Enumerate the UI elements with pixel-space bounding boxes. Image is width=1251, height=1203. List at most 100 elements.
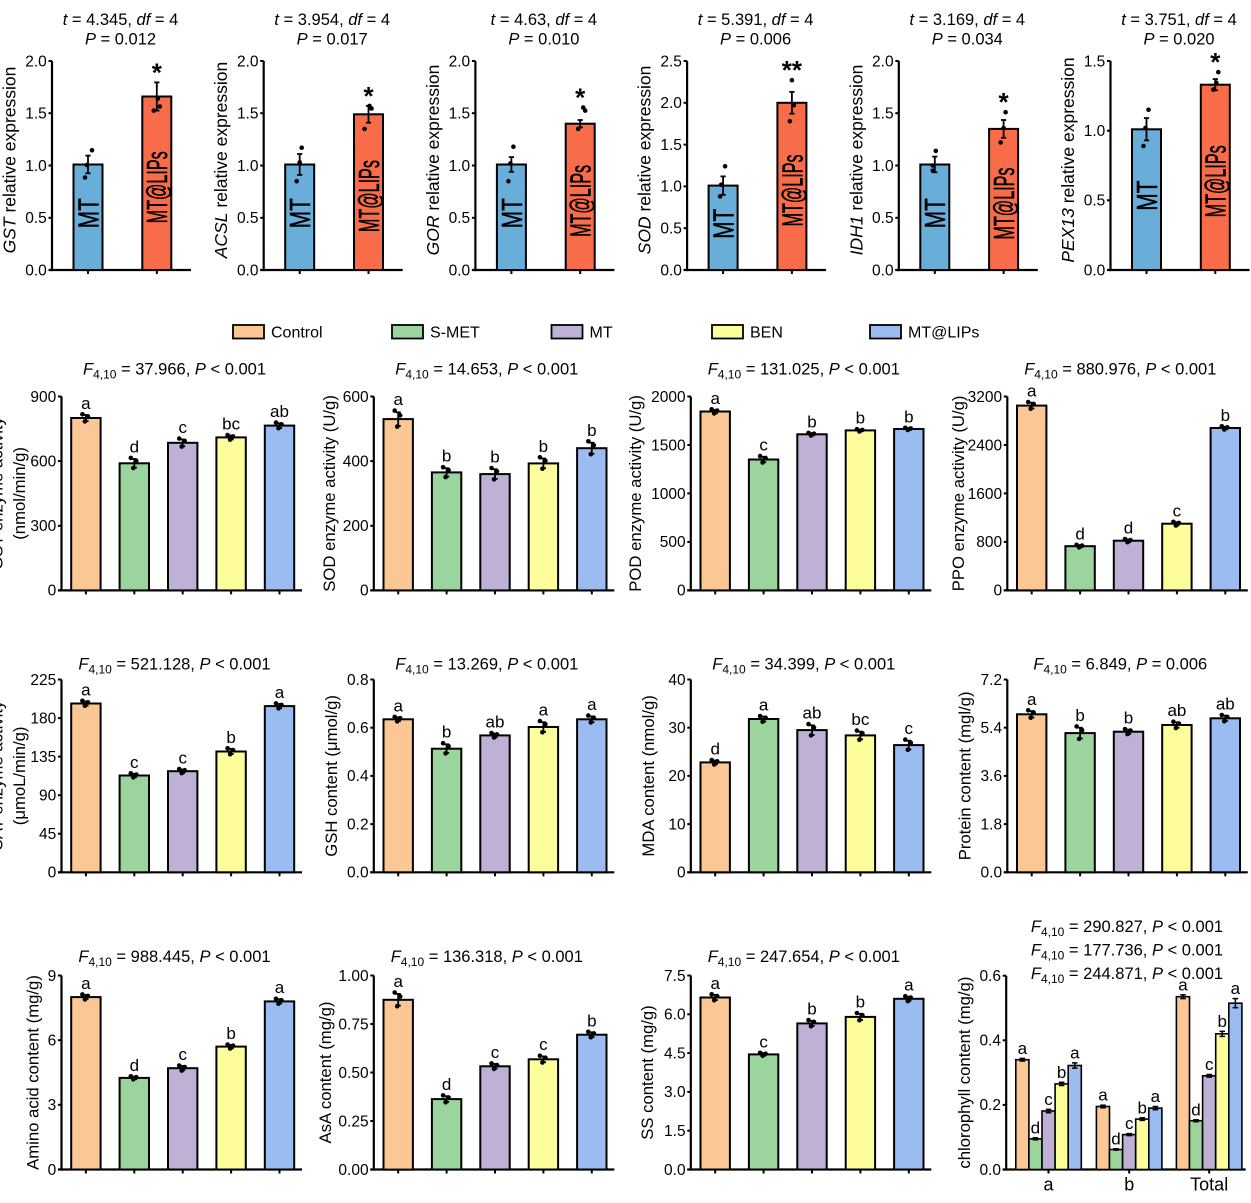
svg-text:3.6: 3.6 — [981, 768, 1003, 785]
svg-text:a: a — [1231, 979, 1241, 998]
svg-text:ab: ab — [1167, 701, 1186, 720]
svg-text:Total: Total — [1190, 1175, 1228, 1195]
svg-text:a: a — [393, 390, 403, 409]
svg-text:Amino acid content (mg/g): Amino acid content (mg/g) — [23, 975, 42, 1170]
svg-text:d: d — [130, 1056, 139, 1075]
svg-text:225: 225 — [30, 672, 56, 689]
svg-text:0: 0 — [993, 583, 1002, 600]
svg-text:400: 400 — [343, 453, 369, 470]
svg-text:*: * — [575, 83, 586, 113]
svg-text:ACSL relative expression: ACSL relative expression — [211, 62, 231, 260]
svg-text:MT@LIPs: MT@LIPs — [1201, 145, 1233, 217]
svg-text:t = 3.169, df = 4: t = 3.169, df = 4 — [909, 11, 1025, 29]
svg-text:0.8: 0.8 — [347, 672, 369, 689]
svg-text:F4,10 = 988.445, P < 0.001: F4,10 = 988.445, P < 0.001 — [78, 948, 270, 969]
svg-text:d: d — [710, 740, 719, 759]
svg-text:GSH content (μmol/g): GSH content (μmol/g) — [322, 695, 341, 857]
svg-text:t = 5.391, df = 4: t = 5.391, df = 4 — [698, 11, 814, 29]
svg-text:0.0: 0.0 — [1084, 262, 1106, 279]
svg-text:a: a — [710, 974, 720, 993]
svg-text:2.0: 2.0 — [660, 95, 682, 112]
svg-text:0.0: 0.0 — [449, 262, 471, 279]
svg-text:40: 40 — [668, 672, 686, 689]
svg-text:d: d — [1124, 519, 1133, 538]
svg-text:600: 600 — [343, 389, 369, 406]
svg-text:1.5: 1.5 — [1084, 53, 1106, 70]
svg-text:9: 9 — [48, 968, 57, 985]
svg-text:MT@LIPs: MT@LIPs — [989, 168, 1021, 240]
svg-text:1500: 1500 — [651, 437, 686, 454]
svg-text:chlorophyll content (mg/g): chlorophyll content (mg/g) — [955, 977, 974, 1169]
svg-text:1.5: 1.5 — [237, 106, 259, 123]
svg-text:a: a — [81, 394, 91, 413]
svg-text:0: 0 — [48, 1162, 57, 1179]
svg-text:c: c — [759, 436, 768, 455]
svg-text:b: b — [1217, 1012, 1226, 1031]
svg-text:0.00: 0.00 — [338, 1162, 369, 1179]
svg-text:800: 800 — [976, 534, 1002, 551]
svg-text:a: a — [275, 683, 285, 702]
svg-text:3200: 3200 — [968, 389, 1003, 406]
svg-text:GOR relative expression: GOR relative expression — [423, 65, 443, 256]
svg-text:MT: MT — [497, 198, 529, 228]
svg-text:1.5: 1.5 — [25, 106, 47, 123]
svg-text:20: 20 — [668, 768, 686, 785]
svg-text:10: 10 — [668, 816, 686, 833]
svg-text:0.0: 0.0 — [979, 1162, 1001, 1179]
svg-text:a: a — [904, 976, 914, 995]
svg-text:F4,10 = 247.654, P < 0.001: F4,10 = 247.654, P < 0.001 — [708, 948, 900, 969]
svg-text:d: d — [1191, 1100, 1200, 1119]
svg-text:b: b — [442, 723, 451, 742]
svg-text:3: 3 — [48, 1097, 57, 1114]
svg-text:b: b — [1221, 406, 1230, 425]
svg-text:c: c — [1044, 1090, 1053, 1109]
svg-text:F4,10 = 880.976, P < 0.001: F4,10 = 880.976, P < 0.001 — [1024, 361, 1216, 382]
svg-text:0.0: 0.0 — [872, 262, 894, 279]
svg-text:*: * — [363, 81, 374, 111]
svg-text:200: 200 — [343, 518, 369, 535]
svg-text:b: b — [490, 448, 499, 467]
svg-text:7.2: 7.2 — [981, 672, 1003, 689]
svg-text:c: c — [178, 749, 187, 768]
svg-text:a: a — [1098, 1086, 1108, 1105]
svg-text:MT: MT — [1132, 180, 1164, 210]
svg-text:b: b — [226, 728, 235, 747]
svg-text:PPO enzyme activity (U/g): PPO enzyme activity (U/g) — [949, 396, 968, 592]
svg-text:bc: bc — [851, 710, 869, 729]
svg-text:1.0: 1.0 — [449, 158, 471, 175]
svg-text:2.5: 2.5 — [660, 53, 682, 70]
svg-text:a: a — [759, 696, 769, 715]
svg-text:MT: MT — [285, 198, 317, 228]
svg-text:d: d — [130, 437, 139, 456]
svg-text:600: 600 — [30, 453, 56, 470]
svg-text:1.0: 1.0 — [237, 158, 259, 175]
svg-text:a: a — [539, 701, 549, 720]
svg-text:ab: ab — [270, 402, 289, 421]
svg-text:a: a — [1178, 975, 1188, 994]
svg-text:0: 0 — [360, 583, 369, 600]
svg-text:b: b — [904, 407, 913, 426]
svg-text:b: b — [442, 447, 451, 466]
svg-text:0: 0 — [677, 583, 686, 600]
svg-text:1.0: 1.0 — [660, 179, 682, 196]
svg-text:0.2: 0.2 — [979, 1097, 1001, 1114]
svg-text:7.5: 7.5 — [664, 968, 686, 985]
svg-text:F4,10 = 14.653, P < 0.001: F4,10 = 14.653, P < 0.001 — [395, 361, 578, 382]
svg-text:*: * — [152, 57, 163, 87]
svg-text:SS content (mg/g): SS content (mg/g) — [638, 1005, 657, 1140]
svg-text:2.0: 2.0 — [25, 53, 47, 70]
svg-text:MT@LIPs: MT@LIPs — [354, 160, 386, 232]
svg-text:P = 0.034: P = 0.034 — [932, 31, 1003, 49]
svg-text:b: b — [856, 409, 865, 428]
svg-text:F4,10 = 244.871, P < 0.001: F4,10 = 244.871, P < 0.001 — [1031, 965, 1223, 986]
svg-text:MT: MT — [920, 198, 952, 228]
svg-text:b: b — [1057, 1063, 1066, 1082]
svg-text:a: a — [393, 972, 403, 991]
svg-text:0.0: 0.0 — [981, 865, 1003, 882]
svg-text:(nmol/min/g): (nmol/min/g) — [10, 447, 29, 540]
svg-text:d: d — [1031, 1118, 1040, 1137]
svg-text:0.2: 0.2 — [347, 816, 369, 833]
svg-text:2.0: 2.0 — [449, 53, 471, 70]
svg-text:b: b — [587, 421, 596, 440]
svg-text:3.0: 3.0 — [664, 1084, 686, 1101]
